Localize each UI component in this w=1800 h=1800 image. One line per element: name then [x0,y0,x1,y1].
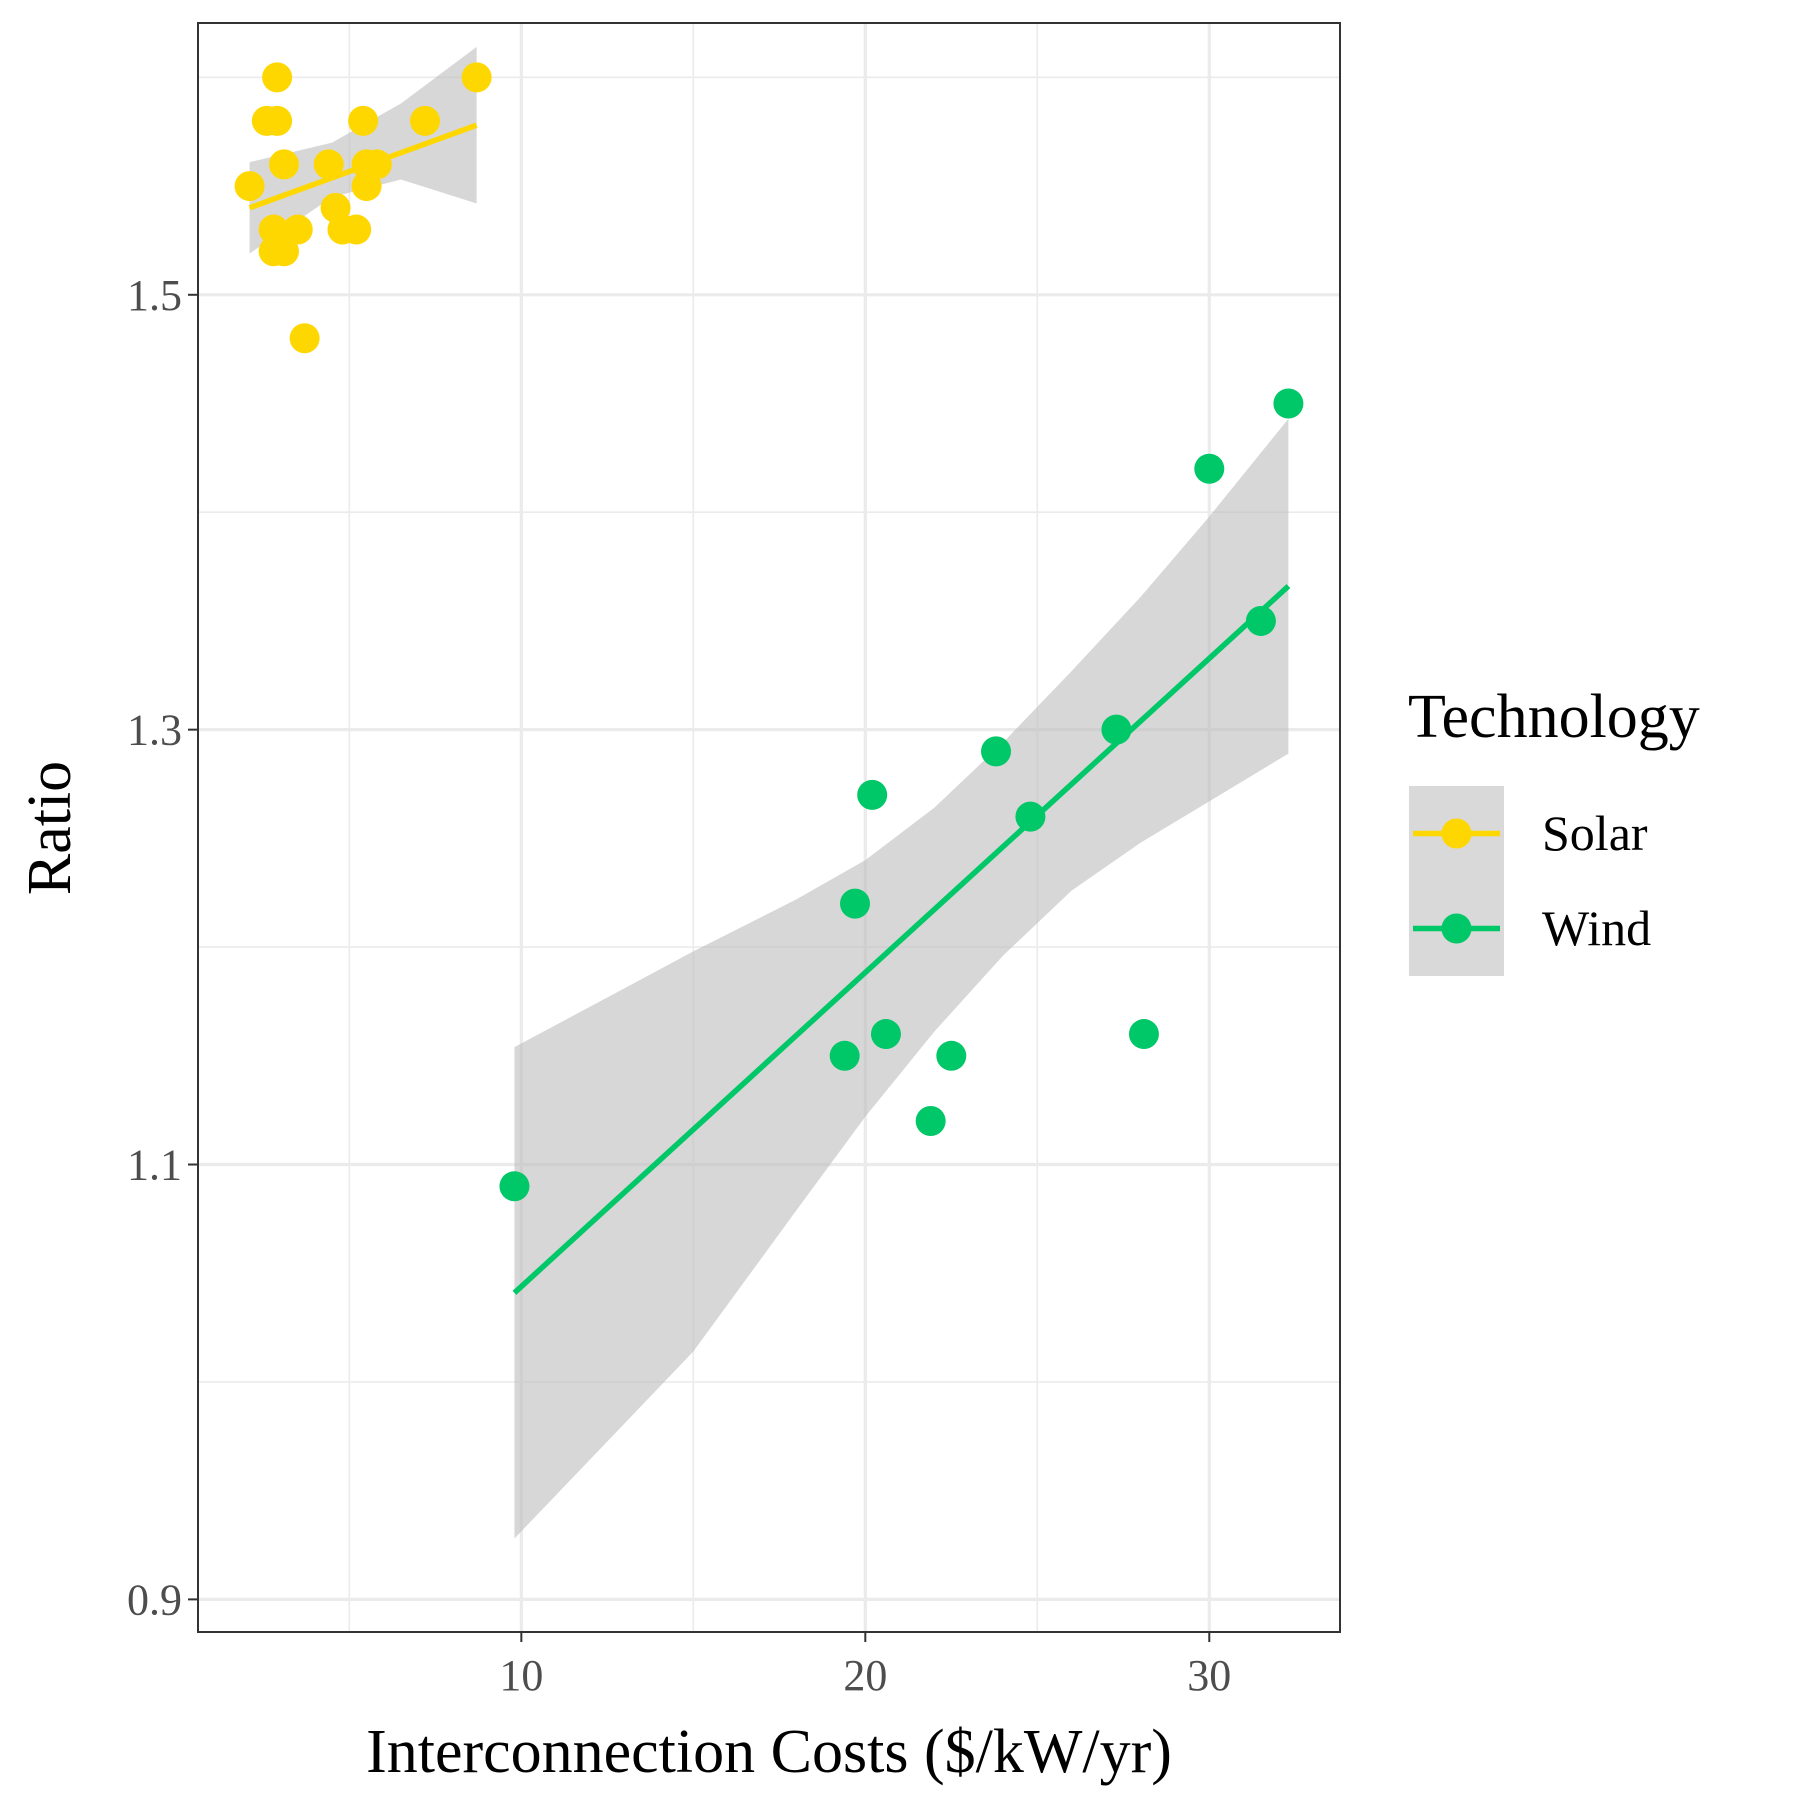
x-tick-label: 20 [843,1651,887,1700]
point-wind [1194,454,1224,484]
point-wind [830,1041,860,1071]
x-tick-label: 10 [499,1651,543,1700]
point-solar [283,215,313,245]
point-wind [936,1041,966,1071]
point-solar [290,323,320,353]
legend: Technology Solar Wind [1408,683,1700,976]
point-wind [981,736,1011,766]
point-wind [1273,389,1303,419]
legend-key-point [1442,819,1472,849]
point-wind [916,1106,946,1136]
legend-label-wind: Wind [1542,900,1651,956]
point-solar [462,62,492,92]
point-solar [235,171,265,201]
y-tick-label: 1.5 [127,271,182,320]
point-solar [269,149,299,179]
point-wind [840,889,870,919]
legend-key-point [1442,914,1472,944]
point-wind [1015,802,1045,832]
y-axis-title: Ratio [16,761,84,895]
x-axis-title: Interconnection Costs ($/kW/yr) [366,1718,1172,1786]
point-solar [410,106,440,136]
x-axis: 10 20 30 [499,1632,1231,1700]
point-wind [857,780,887,810]
legend-keys: Solar Wind [1409,786,1651,976]
point-wind [499,1171,529,1201]
point-solar [262,62,292,92]
point-solar [348,106,378,136]
legend-label-solar: Solar [1542,805,1648,861]
y-tick-label: 1.1 [127,1141,182,1190]
y-tick-label: 0.9 [127,1575,182,1624]
y-tick-label: 1.3 [127,706,182,755]
y-axis: 0.9 1.1 1.3 1.5 [127,271,198,1625]
point-wind [871,1019,901,1049]
point-solar [341,215,371,245]
x-tick-label: 30 [1187,1651,1231,1700]
legend-title: Technology [1408,683,1700,751]
point-solar [262,106,292,136]
panel-background [198,23,1340,1632]
point-wind [1129,1019,1159,1049]
scatter-chart: 0.9 1.1 1.3 1.5 10 20 30 Interconnection Cost… [0,0,1800,1800]
